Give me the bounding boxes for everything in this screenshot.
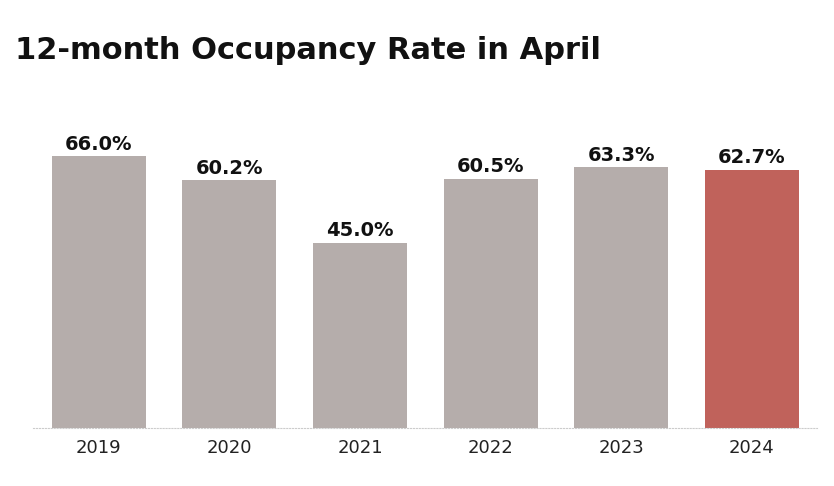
Text: 63.3%: 63.3% xyxy=(588,146,655,165)
Text: 45.0%: 45.0% xyxy=(326,221,394,240)
Text: 12-month Occupancy Rate in April: 12-month Occupancy Rate in April xyxy=(15,36,601,65)
Text: 62.7%: 62.7% xyxy=(718,148,786,167)
Text: 60.2%: 60.2% xyxy=(196,158,263,178)
Text: 66.0%: 66.0% xyxy=(65,135,133,154)
Bar xyxy=(313,243,407,428)
Bar xyxy=(444,179,538,428)
Bar xyxy=(705,170,799,428)
Text: 60.5%: 60.5% xyxy=(457,157,525,176)
Bar xyxy=(575,167,668,428)
Bar xyxy=(183,180,276,428)
Bar xyxy=(52,156,146,428)
